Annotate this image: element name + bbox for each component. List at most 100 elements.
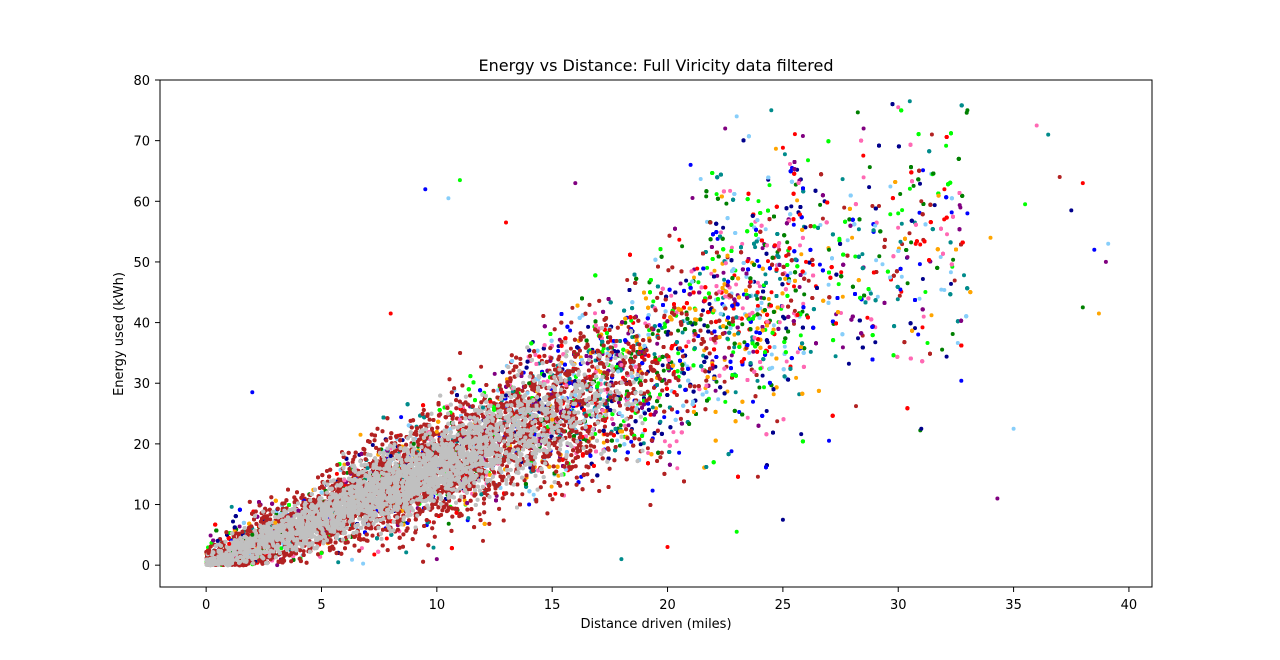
data-point xyxy=(856,227,861,232)
data-point xyxy=(755,474,760,479)
data-point xyxy=(898,287,903,292)
data-point xyxy=(802,292,807,297)
data-point xyxy=(721,225,726,230)
data-point xyxy=(771,323,776,328)
data-point xyxy=(334,471,339,476)
data-point xyxy=(713,388,718,393)
data-point xyxy=(629,318,634,323)
data-point xyxy=(646,332,651,337)
data-point xyxy=(944,143,949,148)
data-point xyxy=(725,389,730,394)
data-point xyxy=(754,330,759,335)
data-point xyxy=(747,350,752,355)
data-point xyxy=(842,205,847,210)
data-point xyxy=(653,355,658,360)
data-point xyxy=(695,266,700,271)
data-point xyxy=(797,285,802,289)
data-point xyxy=(789,204,794,209)
data-point xyxy=(808,349,813,354)
data-point xyxy=(650,488,655,493)
data-point xyxy=(921,314,926,319)
data-point xyxy=(662,415,667,420)
data-point xyxy=(899,221,904,226)
data-point xyxy=(948,270,953,275)
data-point xyxy=(820,216,825,221)
data-point xyxy=(917,296,922,301)
data-point xyxy=(794,375,799,380)
data-point xyxy=(758,306,763,311)
data-point xyxy=(623,320,628,325)
data-point xyxy=(336,560,341,565)
data-point xyxy=(762,385,766,390)
data-point xyxy=(755,280,760,285)
data-point xyxy=(723,399,728,404)
data-point xyxy=(680,330,685,335)
data-point xyxy=(763,227,768,232)
data-point xyxy=(909,240,914,245)
data-point xyxy=(734,282,739,287)
data-point xyxy=(771,392,776,397)
data-point xyxy=(870,204,875,208)
data-point xyxy=(945,232,949,237)
data-point xyxy=(625,278,630,282)
data-point xyxy=(795,198,800,203)
data-point xyxy=(801,301,806,306)
data-point xyxy=(918,242,923,247)
data-point xyxy=(677,450,682,455)
data-point xyxy=(654,406,659,411)
data-point xyxy=(799,432,804,437)
data-point xyxy=(785,240,790,245)
data-point xyxy=(231,519,235,524)
data-point xyxy=(880,262,885,267)
data-point xyxy=(674,439,679,444)
data-point xyxy=(911,183,916,188)
data-point xyxy=(702,323,707,328)
data-point xyxy=(798,243,802,248)
data-point xyxy=(769,352,774,357)
data-point xyxy=(896,225,901,230)
data-point xyxy=(766,259,770,264)
data-point xyxy=(888,212,893,217)
data-point xyxy=(740,241,745,246)
data-point xyxy=(656,328,661,333)
data-point xyxy=(617,443,622,448)
data-point xyxy=(714,379,719,384)
data-point xyxy=(913,326,917,331)
data-point xyxy=(712,268,717,273)
data-point xyxy=(651,299,656,304)
data-point xyxy=(755,258,760,263)
data-point xyxy=(955,341,960,345)
data-point xyxy=(745,415,750,420)
data-point xyxy=(709,271,714,276)
data-point xyxy=(701,353,706,358)
data-point xyxy=(907,231,912,236)
data-point xyxy=(652,352,657,357)
data-point xyxy=(861,153,866,158)
data-point xyxy=(916,332,921,337)
data-point xyxy=(853,254,858,259)
data-point xyxy=(492,371,497,376)
data-point xyxy=(860,252,865,257)
data-point xyxy=(646,451,651,455)
data-point xyxy=(867,185,872,190)
data-point xyxy=(370,443,375,447)
data-point xyxy=(854,404,858,409)
data-point xyxy=(431,545,436,550)
data-point xyxy=(826,282,831,287)
data-point xyxy=(917,262,922,267)
data-point xyxy=(638,442,643,447)
data-point xyxy=(229,504,234,509)
data-point xyxy=(777,320,782,325)
data-point xyxy=(757,264,762,269)
data-point xyxy=(905,281,910,286)
data-point xyxy=(727,345,731,350)
data-point xyxy=(593,311,597,316)
data-point xyxy=(792,284,796,289)
data-point xyxy=(658,419,663,424)
data-point xyxy=(705,265,710,270)
data-point xyxy=(593,432,598,436)
data-point xyxy=(697,271,702,276)
data-point xyxy=(615,438,620,443)
data-point xyxy=(549,484,554,489)
data-point xyxy=(701,308,705,313)
